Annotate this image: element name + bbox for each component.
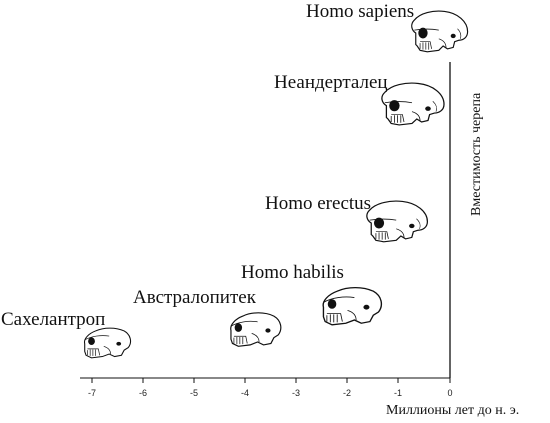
skull-sahelanthropus	[83, 327, 132, 359]
tick-label-minus-1: -1	[394, 388, 402, 398]
label-sahelanthropus: Сахелантроп	[1, 309, 106, 330]
skull-homo-habilis	[322, 286, 383, 326]
label-homo-erectus: Homo erectus	[265, 193, 372, 214]
tick-label-minus-7: -7	[88, 388, 96, 398]
tick-marks	[91, 378, 451, 383]
label-homo-habilis: Homo habilis	[241, 262, 344, 283]
y-axis-caption: Вместимость черепа	[469, 92, 484, 216]
label-homo-sapiens: Homo sapiens	[306, 1, 415, 22]
skull-homo-sapiens	[411, 10, 469, 53]
label-neanderthal: Неандерталец	[274, 72, 388, 93]
tick-label-minus-3: -3	[292, 388, 300, 398]
tick-label-zero: 0	[447, 388, 452, 398]
skull-australopithecus	[230, 312, 282, 347]
tick-label-minus-4: -4	[241, 388, 249, 398]
skull-homo-erectus	[366, 200, 429, 243]
skull-neanderthal	[381, 82, 445, 126]
label-australopithecus: Австралопитек	[133, 287, 256, 308]
tick-label-minus-2: -2	[343, 388, 351, 398]
tick-labels: -7 -6 -5 -4 -3 -2 -1 0	[88, 388, 453, 398]
x-axis-caption: Миллионы лет до н. э.	[386, 403, 520, 418]
tick-label-minus-6: -6	[139, 388, 147, 398]
tick-label-minus-5: -5	[190, 388, 198, 398]
